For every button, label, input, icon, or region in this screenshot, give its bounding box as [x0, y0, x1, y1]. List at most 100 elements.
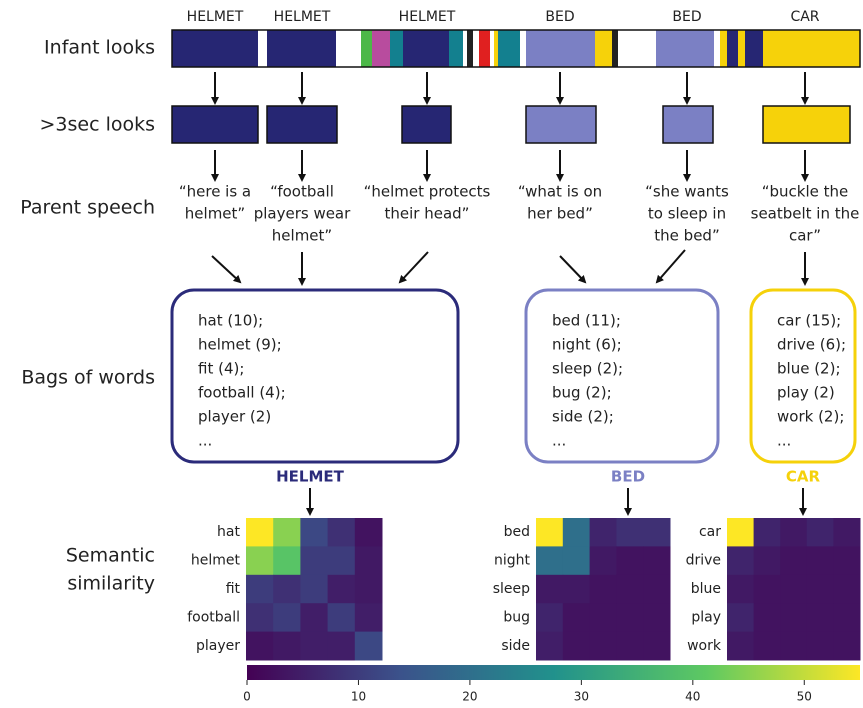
- row-label: Parent speech: [20, 197, 155, 219]
- speech-text: seatbelt in the: [751, 205, 860, 223]
- heatmap-cell: [753, 603, 781, 633]
- heatmap-row-label: blue: [691, 581, 721, 597]
- colorbar-tick-label: 40: [685, 690, 700, 704]
- row-label: Bags of words: [21, 367, 155, 389]
- bag-word: ...: [552, 432, 566, 450]
- speech-text: “buckle the: [762, 183, 849, 201]
- bag-box: [170, 288, 460, 464]
- bag-word: blue (2);: [777, 360, 841, 378]
- heatmap-cell: [780, 574, 808, 604]
- heatmap-row-label: helmet: [191, 553, 241, 569]
- long-look: [401, 105, 452, 144]
- speech-text: “here is a: [179, 183, 251, 201]
- heatmap-cell: [562, 603, 591, 633]
- look-segment: [727, 30, 738, 67]
- heatmap-cell: [562, 631, 591, 661]
- heatmap-cell: [562, 546, 591, 576]
- look-segment: [618, 30, 656, 67]
- object-label: BED: [672, 9, 701, 25]
- look-segment: [479, 30, 490, 67]
- heatmap-cell: [753, 631, 781, 661]
- heatmap-row-label: night: [494, 553, 531, 569]
- heatmap-cell: [833, 574, 861, 604]
- look-segment: [595, 30, 612, 67]
- heatmap-cell: [246, 574, 274, 604]
- speech-text: helmet”: [185, 205, 245, 223]
- heatmap-cell: [833, 546, 861, 576]
- bag-box: [749, 288, 857, 464]
- speech-text: their head”: [385, 205, 470, 223]
- look-segment: [267, 30, 336, 67]
- heatmap-cell: [727, 574, 755, 604]
- heatmap-cell: [536, 603, 564, 633]
- heatmap-cell: [536, 574, 564, 604]
- look-segment: [390, 30, 403, 67]
- bag-word: football (4);: [198, 384, 286, 402]
- look-segment: [720, 30, 727, 67]
- bag-word: bed (11);: [552, 312, 621, 330]
- heatmap-cell: [300, 518, 329, 547]
- heatmap-cell: [643, 574, 671, 604]
- heatmap-cell: [354, 631, 383, 661]
- heatmap-cell: [833, 603, 861, 633]
- heatmap-cell: [273, 546, 301, 576]
- bag-word: ...: [198, 432, 212, 450]
- colorbar-tick-label: 50: [797, 690, 812, 704]
- bag-word: fit (4);: [198, 360, 244, 378]
- heatmap-cell: [327, 546, 356, 576]
- heatmap-cell: [780, 631, 808, 661]
- look-segment: [490, 30, 494, 67]
- timeline-border: [171, 29, 861, 68]
- look-segment: [361, 30, 372, 67]
- heatmap-cell: [727, 546, 755, 576]
- heatmap-cell: [753, 518, 781, 547]
- heatmap-cell: [727, 631, 755, 661]
- heatmap-cell: [589, 574, 617, 604]
- heatmap-cell: [536, 546, 564, 576]
- heatmap-cell: [616, 631, 644, 661]
- object-label: BED: [545, 9, 574, 25]
- speech-text: “what is on: [518, 183, 602, 201]
- look-segment: [498, 30, 520, 67]
- object-label: HELMET: [274, 9, 331, 25]
- look-segment: [526, 30, 595, 67]
- bag-word: ...: [777, 432, 791, 450]
- speech-text: car”: [789, 227, 821, 245]
- heatmap-cell: [354, 546, 383, 576]
- heatmap-cell: [562, 574, 591, 604]
- bag-word: work (2);: [777, 408, 844, 426]
- look-segment: [258, 30, 267, 67]
- heatmap-cell: [300, 574, 329, 604]
- heatmap-cell: [354, 603, 383, 633]
- heatmap-cell: [616, 518, 644, 547]
- heatmap-cell: [327, 603, 356, 633]
- bag-word: helmet (9);: [198, 336, 282, 354]
- heatmap-cell: [589, 546, 617, 576]
- heatmap-cell: [273, 574, 301, 604]
- look-segment: [372, 30, 390, 67]
- heatmap-cell: [643, 546, 671, 576]
- speech-text: her bed”: [527, 205, 593, 223]
- heatmap-row-label: player: [196, 638, 240, 654]
- bag-name: CAR: [786, 468, 821, 486]
- heatmap-row-label: drive: [686, 553, 721, 569]
- bag-word: night (6);: [552, 336, 622, 354]
- heatmap-cell: [300, 631, 329, 661]
- colorbar: [247, 665, 860, 680]
- speech-text: “football: [270, 183, 334, 201]
- long-look: [662, 105, 714, 144]
- heatmap-cell: [806, 518, 834, 547]
- heatmap-row-label: hat: [217, 524, 240, 540]
- look-segment: [336, 30, 361, 67]
- bag-word: play (2): [777, 384, 835, 402]
- heatmap-cell: [616, 574, 644, 604]
- look-segment: [467, 30, 473, 67]
- heatmap-cell: [536, 518, 564, 547]
- heatmap-row-label: bed: [504, 524, 530, 540]
- speech-text: players wear: [254, 205, 351, 223]
- heatmap-cell: [780, 546, 808, 576]
- long-look: [171, 105, 259, 144]
- look-segment: [449, 30, 463, 67]
- heatmap-cell: [833, 518, 861, 547]
